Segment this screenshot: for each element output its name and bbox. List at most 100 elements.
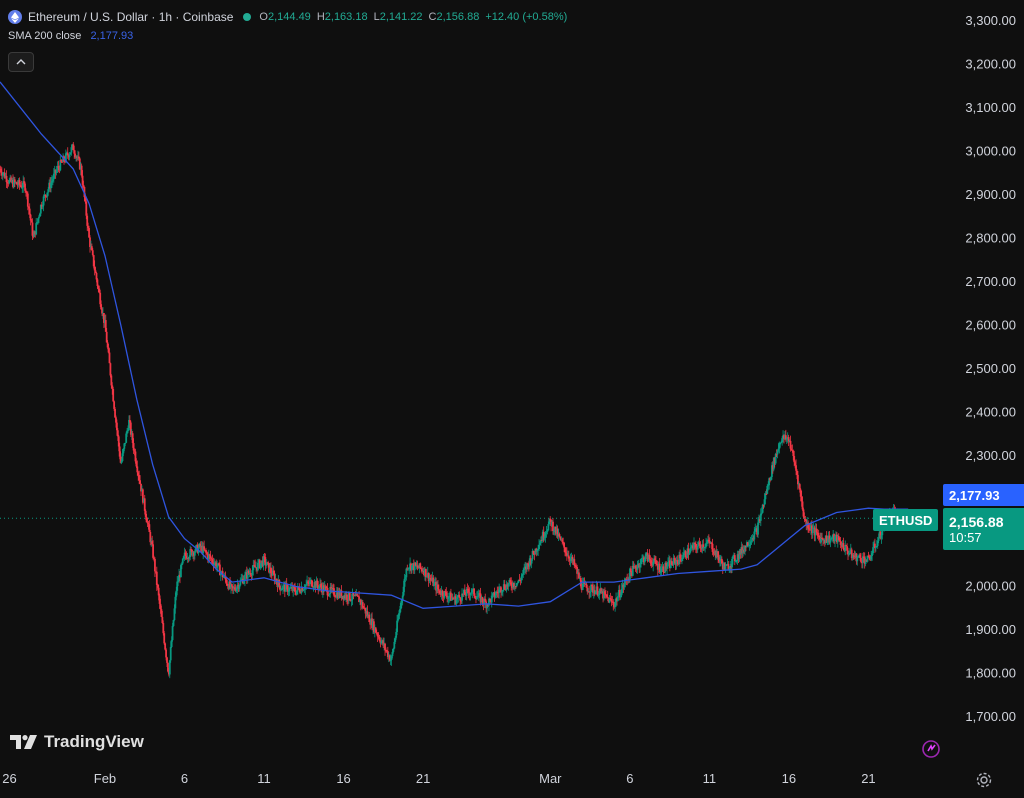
candle-body <box>600 588 603 593</box>
candle-body <box>707 539 709 543</box>
candle-body <box>309 580 312 582</box>
candle-body <box>346 594 348 600</box>
candle-body <box>652 561 655 566</box>
candle-body <box>283 584 286 592</box>
candle-body <box>246 570 249 579</box>
candle-body <box>744 545 746 552</box>
candle-body <box>540 539 542 544</box>
candle-body <box>761 504 764 513</box>
candle-body <box>330 586 333 590</box>
candle-body <box>352 592 355 597</box>
candle-body <box>450 592 452 601</box>
candle-body <box>491 593 494 596</box>
candle-body <box>282 585 284 590</box>
candle-body <box>90 246 92 248</box>
tradingview-logo[interactable]: TradingView <box>10 732 144 752</box>
candle-body <box>828 535 831 543</box>
candle-body <box>179 574 181 578</box>
candle-body <box>523 568 526 570</box>
candle-body <box>827 535 830 541</box>
gear-icon[interactable] <box>975 771 993 789</box>
candle-body <box>709 542 712 544</box>
candle-body <box>651 563 654 566</box>
candle-body <box>591 586 594 593</box>
candle-body <box>837 536 840 541</box>
candle-body <box>869 558 872 560</box>
candle-body <box>711 543 714 552</box>
candle-body <box>831 538 834 540</box>
candle-body <box>779 443 782 445</box>
candle-body <box>606 596 609 598</box>
candle-body <box>13 179 16 183</box>
symbol-title[interactable]: Ethereum / U.S. Dollar · 1h · Coinbase <box>28 10 234 24</box>
candle-body <box>520 576 523 581</box>
candle-body <box>95 272 98 280</box>
candle-body <box>446 595 449 599</box>
candle-body <box>139 480 141 484</box>
candle-body <box>316 580 319 586</box>
candle-body <box>336 592 339 599</box>
candle-body <box>453 596 456 600</box>
candle-body <box>369 622 372 625</box>
candle-body <box>87 225 90 229</box>
price-tick-label: 2,700.00 <box>965 274 1016 289</box>
candle-body <box>37 218 39 223</box>
candle-body <box>198 543 201 548</box>
candle-body <box>584 583 587 585</box>
candle-body <box>165 649 167 658</box>
candle-body <box>266 562 269 565</box>
candle-body <box>872 547 874 554</box>
candle-body <box>15 182 18 185</box>
last-price-value: 2,156.88 <box>949 513 1004 530</box>
candle-body <box>825 535 828 543</box>
candle-body <box>574 564 577 566</box>
candle-body <box>422 570 424 572</box>
candle-body <box>129 422 132 435</box>
tradingview-logo-text: TradingView <box>44 732 144 751</box>
candle-body <box>786 437 789 439</box>
candle-body <box>231 586 234 589</box>
time-tick-label: 21 <box>861 771 875 786</box>
candle-body <box>783 435 785 439</box>
time-axis[interactable]: 26 Feb 6 11 16 21 Mar 6 11 16 21 <box>2 771 875 786</box>
price-tick-label: 2,300.00 <box>965 448 1016 463</box>
candle-body <box>94 270 97 273</box>
candle-body <box>38 216 40 219</box>
candle-body <box>323 586 326 592</box>
candle-body <box>132 443 135 451</box>
candle-body <box>765 493 768 495</box>
candle-body <box>365 611 368 614</box>
candle-body <box>878 531 881 538</box>
candle-body <box>307 581 309 583</box>
symbol-tag: ETHUSD <box>873 509 939 531</box>
candle-body <box>683 551 686 554</box>
candle-body <box>653 558 656 562</box>
candle-body <box>719 560 721 562</box>
candle-body <box>301 587 304 591</box>
candle-body <box>38 213 41 217</box>
candle-body <box>213 563 216 566</box>
candle-body <box>616 598 618 601</box>
candle-body <box>565 552 567 554</box>
candle-body <box>413 562 416 571</box>
candle-body <box>604 591 606 595</box>
candle-body <box>60 160 63 162</box>
time-tick-label: Mar <box>539 771 562 786</box>
collapse-legend-button[interactable] <box>8 52 34 72</box>
candle-body <box>122 448 125 454</box>
candle-body <box>77 156 80 159</box>
candle-body <box>874 543 876 549</box>
time-tick-label: 26 <box>2 771 16 786</box>
candle-body <box>372 621 374 629</box>
candle-body <box>248 572 251 574</box>
candle-body <box>230 584 232 588</box>
price-tick-label: 1,900.00 <box>965 622 1016 637</box>
candle-body <box>625 579 628 581</box>
replay-icon[interactable] <box>920 738 942 760</box>
candle-body <box>300 587 303 593</box>
indicator-legend[interactable]: SMA 200 close 2,177.93 <box>8 30 567 42</box>
candle-body <box>124 442 127 444</box>
candle-body <box>81 175 84 185</box>
candle-body <box>2 172 5 174</box>
